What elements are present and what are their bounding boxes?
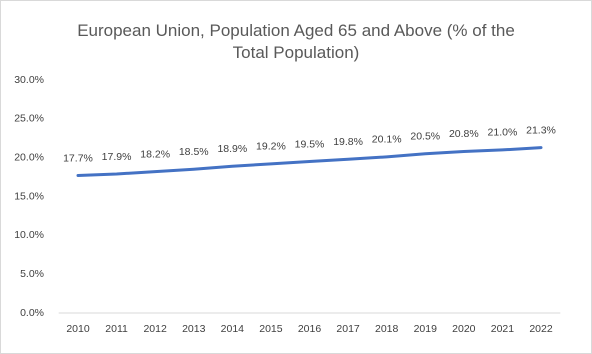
x-tick-label: 2017 (336, 323, 360, 335)
x-tick-label: 2015 (259, 323, 283, 335)
data-label: 21.3% (526, 124, 556, 136)
data-label: 19.8% (333, 136, 363, 148)
data-label: 18.5% (179, 146, 209, 158)
x-tick-label: 2013 (182, 323, 206, 335)
data-label: 19.5% (295, 138, 325, 150)
y-tick-label: 25.0% (14, 113, 44, 125)
data-label: 20.5% (410, 131, 440, 143)
data-line (76, 146, 543, 177)
x-tick-label: 2022 (529, 323, 553, 335)
y-tick-label: 0.0% (20, 307, 44, 319)
x-tick-label: 2014 (221, 323, 245, 335)
x-tick-label: 2018 (375, 323, 399, 335)
y-tick-label: 30.0% (14, 74, 44, 86)
x-tick-label: 2019 (414, 323, 438, 335)
data-label: 18.2% (140, 148, 170, 160)
chart-title: European Union, Population Aged 65 and A… (77, 21, 515, 62)
data-label: 21.0% (488, 127, 518, 139)
x-tick-label: 2021 (491, 323, 515, 335)
y-tick-label: 10.0% (14, 229, 44, 241)
x-tick-label: 2016 (298, 323, 322, 335)
data-label: 18.9% (217, 143, 247, 155)
x-tick-label: 2012 (143, 323, 167, 335)
data-label: 20.1% (372, 134, 402, 146)
x-tick-label: 2011 (105, 323, 128, 335)
data-label: 17.7% (63, 152, 93, 164)
data-label: 20.8% (449, 128, 479, 140)
data-label: 19.2% (256, 141, 286, 153)
y-tick-label: 20.0% (14, 151, 44, 163)
x-tick-label: 2010 (66, 323, 90, 335)
y-tick-label: 15.0% (14, 190, 44, 202)
x-tick-label: 2020 (452, 323, 476, 335)
data-label: 17.9% (102, 151, 132, 163)
y-tick-label: 5.0% (20, 268, 44, 280)
